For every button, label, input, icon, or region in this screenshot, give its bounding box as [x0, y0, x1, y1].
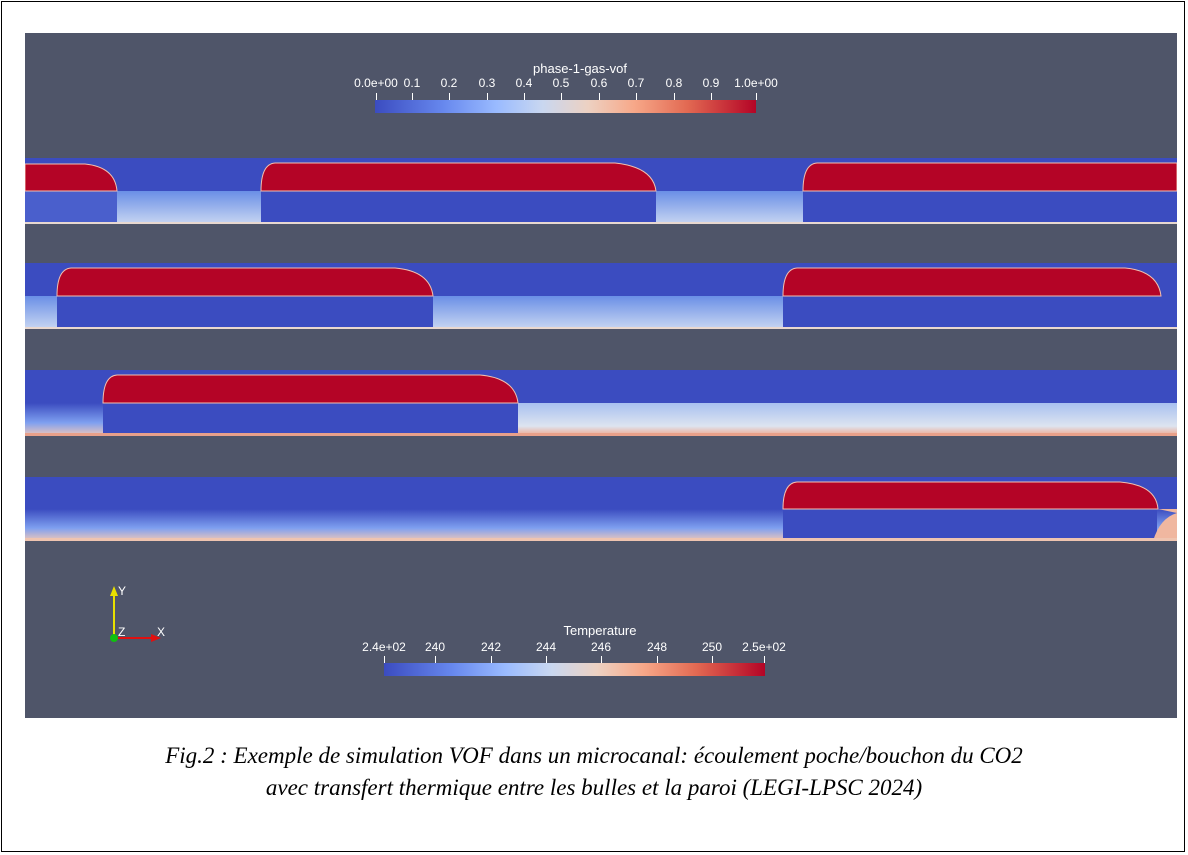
channels-svg [25, 158, 1177, 642]
vof-colorbar-tick-mark [412, 93, 413, 100]
figure-caption: Fig.2 : Exemple de simulation VOF dans u… [0, 740, 1188, 804]
axis-y-label: Y [118, 584, 127, 598]
vof-colorbar-tick-label: 0.0e+00 [354, 76, 398, 90]
vof-colorbar-tick-mark [487, 93, 488, 100]
vof-colorbar-title: phase-1-gas-vof [533, 61, 627, 76]
vof-colorbar-tick-label: 0.1 [403, 76, 421, 90]
temperature-colorbar-tick-label: 242 [480, 640, 502, 654]
temperature-colorbar-tick-label: 244 [535, 640, 557, 654]
vof-colorbar-tick-label: 0.6 [590, 76, 608, 90]
temperature-colorbar-tick-mark [491, 656, 492, 663]
vof-colorbar-tick-label: 0.5 [552, 76, 570, 90]
temperature-colorbar-tick-mark [712, 656, 713, 663]
channel-2 [25, 263, 1177, 329]
vof-colorbar-tick-mark [561, 93, 562, 100]
temperature-colorbar-tick-label: 248 [646, 640, 668, 654]
vof-colorbar-tick-mark [674, 93, 675, 100]
temperature-colorbar-title: Temperature [563, 623, 637, 638]
temperature-colorbar-tick-mark [546, 656, 547, 663]
vof-colorbar-tick-mark [636, 93, 637, 100]
vof-colorbar-tick-label: 0.7 [627, 76, 645, 90]
temperature-colorbar-tick-mark [657, 656, 658, 663]
vof-colorbar-tick-label: 0.8 [665, 76, 683, 90]
temperature-colorbar-tick-label: 250 [701, 640, 723, 654]
temperature-colorbar-tick-mark [435, 656, 436, 663]
channel-1 [25, 158, 1177, 224]
axis-z-label: Z [118, 625, 126, 639]
vof-colorbar-tick-label: 1.0e+00 [734, 76, 778, 90]
temperature-colorbar-tick-label: 2.4e+02 [362, 640, 406, 654]
channel-3 [25, 370, 1177, 436]
temperature-colorbar [384, 663, 765, 676]
vof-colorbar-tick-label: 0.9 [702, 76, 720, 90]
caption-line-2: avec transfert thermique entre les bulle… [265, 775, 923, 800]
simulation-viewport: phase-1-gas-vof 0.0e+00 0.1 0.2 0.3 0.4 0.5 0.… [25, 33, 1177, 718]
vof-colorbar-tick-mark [599, 93, 600, 100]
vof-colorbar-tick-mark [711, 93, 712, 100]
temperature-colorbar-tick-label: 240 [424, 640, 446, 654]
vof-colorbar-tick-mark [449, 93, 450, 100]
vof-colorbar-tick-mark [756, 93, 757, 100]
temperature-colorbar-tick-mark [384, 656, 385, 663]
caption-line-1: Fig.2 : Exemple de simulation VOF dans u… [165, 743, 1023, 768]
vof-colorbar-tick-label: 0.2 [440, 76, 458, 90]
orientation-axes [110, 586, 161, 642]
temperature-colorbar-tick-label: 2.5e+02 [742, 640, 786, 654]
temperature-colorbar-tick-mark [764, 656, 765, 663]
vof-colorbar-tick-mark [376, 93, 377, 100]
axis-x-label: X [157, 625, 166, 639]
temperature-colorbar-tick-mark [601, 656, 602, 663]
vof-colorbar-tick-label: 0.3 [478, 76, 496, 90]
temperature-colorbar-tick-label: 246 [590, 640, 612, 654]
channel-4 [25, 477, 1177, 541]
vof-colorbar-tick-mark [524, 93, 525, 100]
vof-colorbar-tick-label: 0.4 [515, 76, 533, 90]
vof-colorbar [375, 100, 756, 113]
